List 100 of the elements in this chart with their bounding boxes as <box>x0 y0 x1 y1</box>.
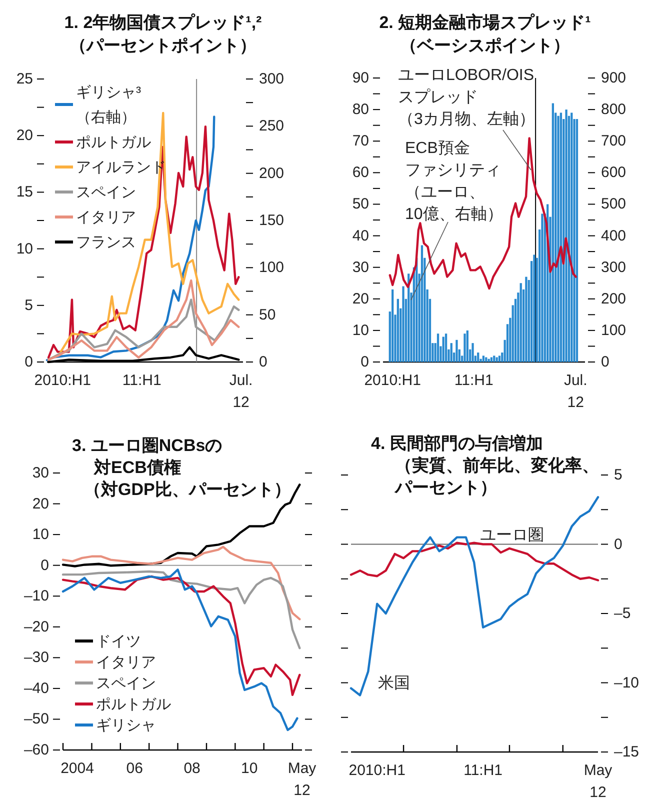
y-tick-label: 10 <box>16 240 33 258</box>
line-series <box>62 570 301 650</box>
legend-label: フランス <box>76 234 136 250</box>
bar <box>442 336 444 362</box>
x-tick-label: 10 <box>241 760 258 776</box>
y-tick-label: 30 <box>352 258 369 276</box>
x-tick-label: 11:H1 <box>122 372 162 388</box>
bar <box>396 298 399 362</box>
x-tick-label: 06 <box>126 760 143 776</box>
bar <box>493 356 496 362</box>
line-series <box>62 568 298 732</box>
bar <box>533 254 536 362</box>
chart-title: 1. 2年物国債スプレッド¹,²（パーセントポイント） <box>64 12 262 54</box>
bar <box>402 286 404 362</box>
y2-tick-label: 0 <box>259 354 268 370</box>
y-tick-label: 20 <box>16 127 33 144</box>
legend-label: アイルランド <box>76 158 166 176</box>
x-tick-label: 2010:H1 <box>348 762 406 778</box>
line-series <box>47 279 240 361</box>
y-tick-label: –60 <box>24 742 49 758</box>
y2-tick-label: 800 <box>601 101 626 118</box>
chart-title: 3. ユーロ圏NCBsの対ECB債権（対GDP比、パーセント） <box>72 436 291 498</box>
y-tick-label: 70 <box>352 132 369 150</box>
bar <box>477 352 480 362</box>
bar <box>570 112 573 362</box>
series-label: ECB預金ファシリティ（ユーロ、10億、右軸） <box>405 140 503 222</box>
y-tick-label: –30 <box>24 649 49 666</box>
x-tick-label: 2010:H1 <box>34 372 91 388</box>
bar <box>456 340 458 362</box>
y2-tick-label: 500 <box>601 196 626 213</box>
bar <box>496 357 498 362</box>
legend-label: ポルトガル <box>76 134 151 150</box>
y-tick-label: 40 <box>352 227 369 244</box>
legend-label: スペイン <box>96 674 156 692</box>
y2-tick-label: 5 <box>614 466 622 484</box>
bar <box>444 334 448 362</box>
y2-tick-label: 0 <box>614 536 622 553</box>
y2-tick-label: 200 <box>259 164 284 182</box>
legend-label: ポルトガル <box>96 696 171 712</box>
y2-tick-label: 700 <box>601 132 626 150</box>
y2-tick-label: 150 <box>259 212 284 229</box>
series-label: ユーロLOBOR/OISスプレッド（3カ月物、左軸） <box>398 66 535 128</box>
bar <box>520 283 522 362</box>
y2-tick-label: 300 <box>601 258 626 276</box>
y-tick-label: –20 <box>24 618 49 636</box>
legend-label: イタリア <box>96 654 156 670</box>
y2-tick-label: 300 <box>259 70 284 88</box>
line-series <box>62 546 301 620</box>
legend-label: スペイン <box>76 184 136 200</box>
legend-label: ギリシャ <box>96 716 156 734</box>
bar <box>392 289 394 362</box>
x-tick-label: May 12 <box>288 760 317 798</box>
bar <box>450 343 452 362</box>
y-tick-label: 0 <box>24 354 33 370</box>
y2-tick-label: 100 <box>259 259 284 276</box>
x-tick-label: May 12 <box>584 762 613 798</box>
bar <box>436 334 440 362</box>
bar <box>464 334 466 362</box>
bar <box>541 214 544 362</box>
bar <box>466 330 468 362</box>
series-label: ユーロ圏 <box>480 526 544 544</box>
bar <box>488 358 490 362</box>
y-tick-label: 15 <box>16 184 33 201</box>
y-tick-label: 90 <box>352 70 369 86</box>
x-tick-label: Jul. 12 <box>564 372 588 410</box>
legend-label: ギリシャ³（右軸） <box>76 84 141 126</box>
x-tick-label: 2004 <box>60 760 94 776</box>
y-tick-label: –40 <box>24 680 49 697</box>
chart-title: 2. 短期金融市場スプレッド¹（ベーシスポイント） <box>379 12 592 54</box>
y-tick-label: –10 <box>24 588 49 605</box>
y-tick-label: 30 <box>32 464 49 482</box>
line-series <box>350 496 600 696</box>
y-tick-label: 10 <box>32 526 49 544</box>
bar <box>525 276 528 362</box>
x-tick-label: 08 <box>184 760 200 776</box>
line-series <box>62 575 301 696</box>
bar <box>560 112 562 362</box>
y-tick-label: 20 <box>352 290 369 308</box>
bar <box>490 357 493 362</box>
y-tick-label: 50 <box>352 196 369 213</box>
bar <box>482 356 485 362</box>
y2-tick-label: 50 <box>259 306 276 324</box>
y2-tick-label: 0 <box>601 354 610 370</box>
x-tick-label: Jul. 12 <box>229 372 253 410</box>
y2-tick-label: –10 <box>614 674 640 692</box>
line-series <box>350 542 600 582</box>
legend-label: ドイツ <box>96 632 141 650</box>
y2-tick-label: 200 <box>601 290 626 308</box>
y2-tick-label: 900 <box>601 70 626 86</box>
bar <box>420 245 424 362</box>
y2-tick-label: 400 <box>601 227 626 244</box>
bar <box>552 103 554 362</box>
bar <box>576 119 578 362</box>
y2-tick-label: –5 <box>614 605 631 622</box>
bar <box>565 110 568 362</box>
x-tick-label: 11:H1 <box>464 762 503 778</box>
bar <box>557 116 560 362</box>
line-series <box>388 137 577 290</box>
y2-tick-label: 100 <box>601 322 626 339</box>
y2-tick-label: 250 <box>259 118 284 135</box>
